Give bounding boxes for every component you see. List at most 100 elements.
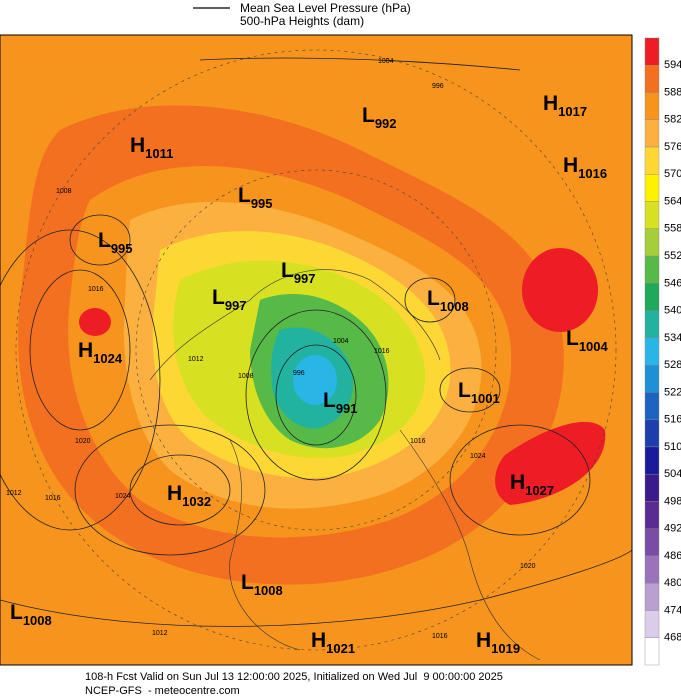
isobar-label: 1024 bbox=[470, 453, 486, 460]
pressure-center-value: 1004 bbox=[579, 339, 609, 354]
colorbar-swatch bbox=[644, 92, 660, 120]
colorbar-swatch bbox=[644, 37, 660, 66]
colorbar-swatch bbox=[644, 419, 660, 448]
colorbar-swatch bbox=[644, 473, 660, 502]
height-band bbox=[0, 35, 632, 665]
isobar-label: 1008 bbox=[238, 373, 254, 380]
isobar-label: 1012 bbox=[6, 490, 22, 497]
colorbar-swatch bbox=[644, 65, 660, 93]
latitude-circle bbox=[15, 49, 617, 651]
pressure-center-value: 992 bbox=[375, 116, 397, 131]
isobar-label: 1016 bbox=[88, 286, 104, 293]
isobar-label: 1004 bbox=[333, 338, 349, 345]
colorbar-swatch bbox=[644, 174, 660, 202]
pressure-center-letter: L bbox=[10, 601, 23, 624]
colorbar-label: 504 bbox=[664, 468, 681, 480]
pressure-center-letter: H bbox=[510, 471, 525, 494]
isobar-label: 1020 bbox=[520, 563, 536, 570]
colorbar-swatch bbox=[644, 310, 660, 339]
isobar bbox=[69, 214, 131, 266]
pressure-center-value: 995 bbox=[111, 241, 133, 256]
pressure-center-value: 1011 bbox=[145, 146, 173, 161]
pressure-center-value: 997 bbox=[294, 271, 316, 286]
map bbox=[0, 34, 633, 666]
pressure-center-value: 1008 bbox=[23, 613, 52, 628]
pressure-center-value: 1027 bbox=[525, 483, 554, 498]
colorbar-label: 588 bbox=[664, 86, 681, 98]
colorbar-swatch bbox=[644, 555, 660, 584]
colorbar-label: 540 bbox=[664, 305, 681, 317]
pressure-center-letter: L bbox=[241, 571, 254, 594]
colorbar-swatch bbox=[644, 637, 660, 666]
pressure-center-letter: L bbox=[98, 229, 111, 252]
colorbar-label: 570 bbox=[664, 168, 681, 180]
isobar-label: 1016 bbox=[410, 438, 426, 445]
pressure-center-value: 991 bbox=[336, 401, 358, 416]
colorbar-swatch bbox=[644, 255, 660, 284]
pressure-center-letter: L bbox=[458, 379, 471, 402]
pressure-center-letter: H bbox=[476, 629, 491, 652]
pressure-center-letter: H bbox=[563, 154, 578, 177]
colorbar-swatch bbox=[644, 119, 660, 148]
pressure-center-letter: H bbox=[130, 134, 145, 157]
pressure-center-letter: L bbox=[427, 287, 440, 310]
colorbar-swatch bbox=[644, 528, 660, 557]
isobar bbox=[275, 344, 357, 446]
pressure-center-value: 1017 bbox=[558, 104, 587, 119]
isobar bbox=[0, 549, 632, 627]
isobar-label: 1020 bbox=[75, 438, 91, 445]
isobar-label: 1024 bbox=[115, 493, 131, 500]
colorbar-label: 552 bbox=[664, 250, 681, 262]
colorbar-swatch bbox=[644, 392, 660, 420]
map-frame bbox=[0, 34, 633, 666]
pressure-center-value: 1032 bbox=[182, 494, 211, 509]
colorbar-label: 528 bbox=[664, 359, 681, 371]
isobar-label: 1016 bbox=[45, 495, 61, 502]
colorbar-swatch bbox=[644, 501, 660, 529]
colorbar-swatch bbox=[644, 228, 660, 257]
colorbar-label: 582 bbox=[664, 114, 681, 126]
legend-fill-label: 500-hPa Heights (dam) bbox=[240, 14, 364, 28]
colorbar-swatch bbox=[644, 146, 660, 175]
isobar bbox=[199, 57, 521, 71]
pressure-center-letter: H bbox=[167, 482, 182, 505]
footer-line: 108-h Fcst Valid on Sun Jul 13 12:00:00 … bbox=[85, 671, 503, 683]
isobar bbox=[449, 424, 591, 536]
pressure-center-value: 1016 bbox=[578, 166, 607, 181]
legend-line-label: Mean Sea Level Pressure (hPa) bbox=[240, 1, 411, 15]
colorbar-label: 564 bbox=[664, 195, 681, 207]
pressure-center-letter: L bbox=[323, 389, 336, 412]
isobar bbox=[129, 454, 231, 526]
pressure-center-letter: L bbox=[212, 286, 225, 309]
isobar bbox=[74, 424, 266, 556]
colorbar-label: 516 bbox=[664, 414, 681, 426]
isobar-label: 1012 bbox=[152, 630, 168, 637]
pressure-center-value: 1008 bbox=[440, 299, 469, 314]
pressure-center-letter: L bbox=[238, 184, 251, 207]
colorbar-swatch bbox=[644, 201, 660, 230]
isobar bbox=[0, 229, 161, 531]
height-band bbox=[79, 308, 111, 336]
pressure-center-value: 1019 bbox=[491, 641, 520, 656]
colorbar-label: 492 bbox=[664, 523, 681, 535]
isobar-label: 1008 bbox=[56, 188, 72, 195]
colorbar-swatch bbox=[644, 337, 660, 366]
colorbar-label: 498 bbox=[664, 495, 681, 507]
colorbar-label: 480 bbox=[664, 577, 681, 589]
colorbar-label: 468 bbox=[664, 632, 681, 644]
isobar-label: 996 bbox=[432, 83, 444, 90]
isobar bbox=[245, 309, 387, 481]
pressure-center-value: 995 bbox=[251, 196, 273, 211]
pressure-center-letter: L bbox=[566, 327, 579, 350]
height-band bbox=[495, 421, 606, 505]
pressure-center-letter: H bbox=[311, 629, 326, 652]
isobar-label: 1012 bbox=[188, 356, 204, 363]
colorbar-label: 594 bbox=[664, 59, 681, 71]
colorbar-swatch bbox=[644, 610, 660, 638]
isobar bbox=[29, 269, 131, 431]
isobar-label: 1016 bbox=[432, 633, 448, 640]
colorbar-swatch bbox=[644, 283, 660, 311]
colorbar-label: 534 bbox=[664, 332, 681, 344]
pressure-center-value: 1021 bbox=[326, 641, 355, 656]
pressure-center-value: 1001 bbox=[471, 391, 500, 406]
